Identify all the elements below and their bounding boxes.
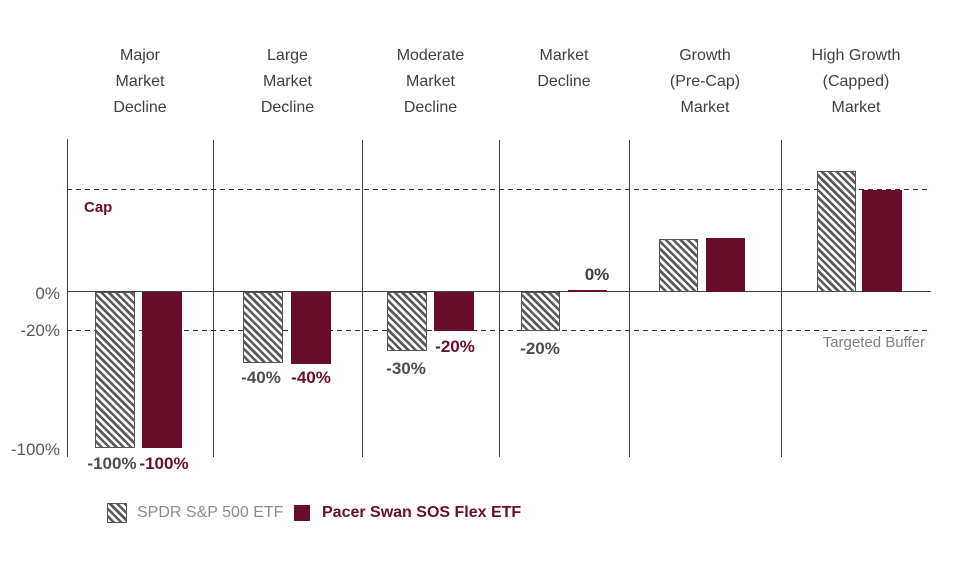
header-line: Decline (537, 73, 591, 90)
header-line: Market (115, 73, 165, 90)
header-line: Decline (113, 99, 167, 116)
targeted-buffer-annotation: Targeted Buffer (822, 334, 925, 351)
bar-spdr-market-decline (521, 292, 560, 331)
column-header-moderate-market-decline: Moderate Market Decline (362, 43, 499, 121)
zero-axis-line (67, 291, 931, 293)
header-line: Market (263, 73, 312, 90)
bar-pacer-high-growth-capped (862, 190, 902, 292)
header-line: (Pre-Cap) (669, 73, 741, 90)
legend-swatch-spdr-hatched (107, 503, 127, 523)
bar-pacer-moderate-market-decline (434, 292, 474, 331)
column-separator (781, 140, 783, 457)
header-line: Major (119, 47, 160, 64)
header-line: Decline (403, 99, 458, 116)
bar-spdr-high-growth-capped (817, 171, 856, 292)
column-header-growth-precap-market: Growth (Pre-Cap) Market (629, 43, 781, 121)
header-line: Moderate (396, 47, 465, 64)
cap-reference-line (67, 189, 931, 191)
header-line: High Growth (811, 47, 901, 64)
column-separator (362, 140, 364, 457)
legend-label-spdr: SPDR S&P 500 ETF (137, 504, 284, 521)
column-separator (629, 140, 631, 457)
column-header-high-growth-capped-market: High Growth (Capped) Market (781, 43, 931, 121)
bar-spdr-growth-precap (659, 239, 698, 292)
bar-pacer-market-decline (568, 289, 607, 292)
value-label-spdr-moderate: -30% (386, 359, 426, 378)
y-tick-minus100: -100% (10, 440, 60, 459)
value-label-spdr-decline: -20% (520, 339, 560, 358)
header-line: Growth (679, 47, 731, 64)
header-line: (Capped) (822, 73, 890, 90)
column-header-major-market-decline: Major Market Decline (67, 43, 213, 121)
column-separator (499, 140, 501, 457)
header-line: Market (680, 99, 730, 116)
targeted-buffer-reference-line (67, 330, 931, 332)
header-line: Large (267, 47, 308, 64)
y-axis-line (67, 139, 69, 457)
cap-annotation: Cap (84, 199, 113, 216)
bar-spdr-moderate-market-decline (387, 292, 427, 351)
legend-label-pacer: Pacer Swan SOS Flex ETF (322, 504, 522, 521)
y-tick-0: 0% (35, 284, 60, 303)
value-label-pacer-large: -40% (291, 368, 331, 387)
value-label-pacer-major: -100% (139, 454, 189, 473)
value-label-spdr-large: -40% (241, 368, 281, 387)
column-header-large-market-decline: Large Market Decline (213, 43, 362, 121)
bar-pacer-large-market-decline (291, 292, 331, 364)
y-tick-minus20: -20% (20, 321, 60, 340)
header-line: Market (406, 73, 455, 90)
bar-spdr-major-market-decline (95, 292, 135, 448)
bar-pacer-growth-precap (706, 238, 745, 292)
value-label-spdr-major: -100% (87, 454, 137, 473)
header-line: Decline (260, 99, 315, 116)
value-label-pacer-decline: 0% (584, 265, 610, 284)
header-line: Market (539, 47, 589, 64)
bar-spdr-large-market-decline (243, 292, 283, 363)
column-separator (213, 140, 215, 457)
bar-pacer-major-market-decline (142, 292, 182, 448)
header-line: Market (831, 99, 881, 116)
column-header-market-decline: Market Decline (499, 43, 629, 95)
legend-swatch-pacer-solid (294, 505, 310, 521)
value-label-pacer-moderate: -20% (435, 337, 475, 356)
